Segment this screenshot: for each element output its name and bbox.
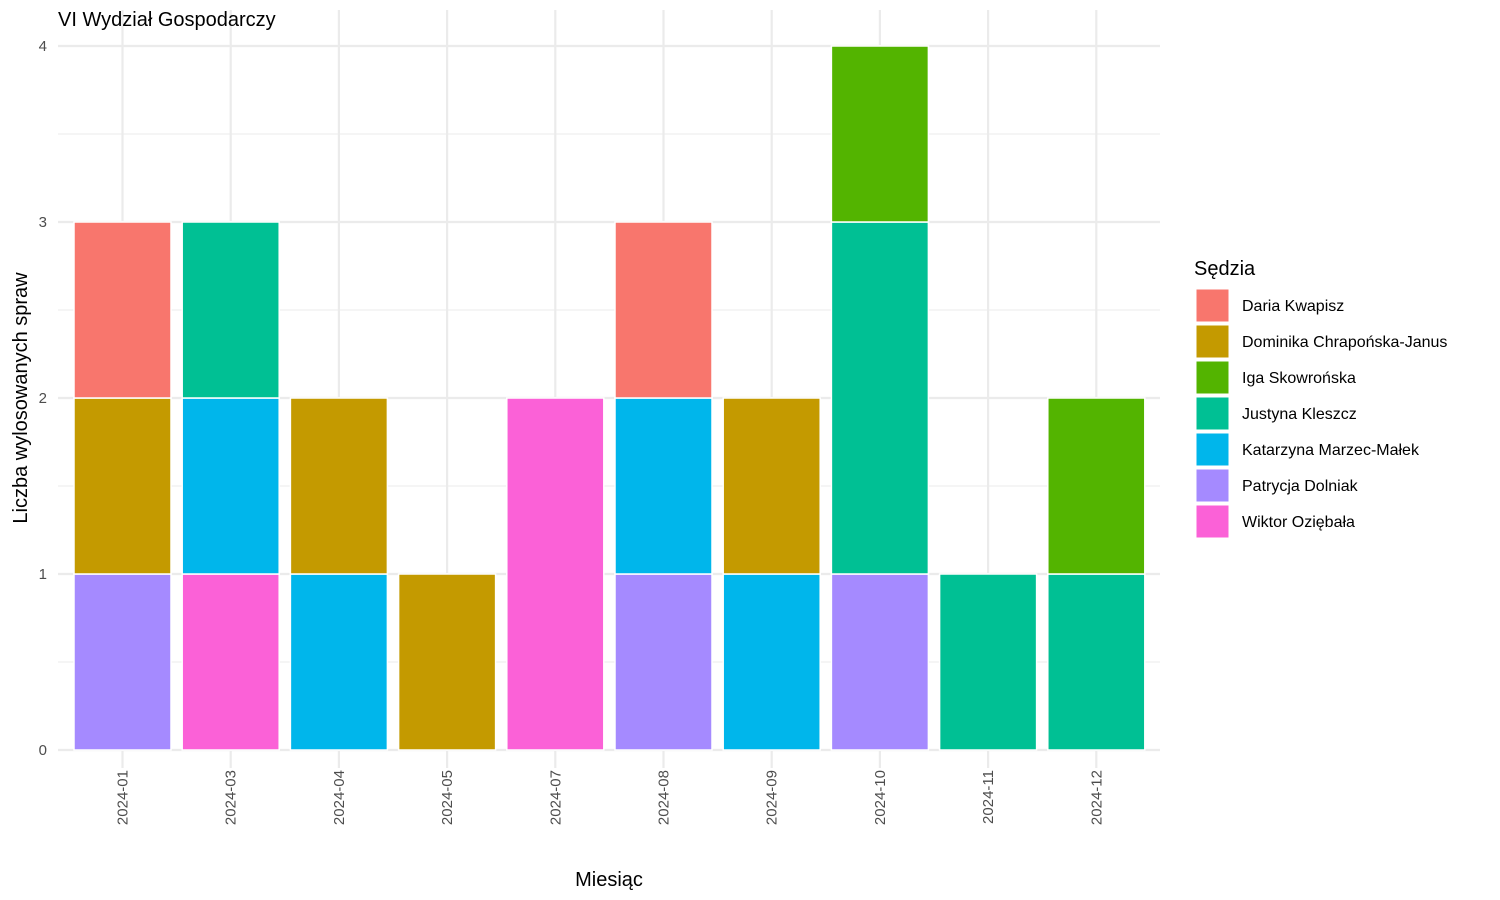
legend-label: Justyna Kleszcz: [1242, 406, 1357, 423]
legend-swatch: [1195, 468, 1230, 503]
bar-segment: Patrycja Dolniak: 1: [830, 573, 930, 751]
legend-label: Wiktor Oziębała: [1242, 514, 1355, 531]
bar-segment: Katarzyna Marzec-Małek: 1: [289, 573, 389, 751]
x-axis-title: Miesiąc: [575, 869, 643, 891]
bar-segment: Patrycja Dolniak: 1: [73, 573, 172, 751]
bar-segment: Katarzyna Marzec-Małek: 1: [614, 397, 713, 575]
x-tick-label: 2024-01: [115, 770, 132, 825]
legend: Sędzia Daria Kwapisz Dominika Chrapońska-…: [1194, 258, 1447, 539]
legend-swatch: [1195, 288, 1230, 323]
bar-segment: Daria Kwapisz: 1: [73, 221, 172, 399]
legend-swatch: [1195, 324, 1230, 359]
x-tick-label: 2024-12: [1088, 770, 1105, 825]
bar-segment: Iga Skowrońska: 1: [830, 45, 930, 223]
legend-label: Katarzyna Marzec-Małek: [1242, 442, 1420, 459]
legend-swatch: [1195, 396, 1230, 431]
bar-segment: Iga Skowrońska: 1: [1047, 397, 1146, 575]
x-tick-label: 2024-05: [439, 770, 456, 825]
bar-segment: Daria Kwapisz: 1: [614, 221, 713, 399]
legend-label: Iga Skowrońska: [1242, 370, 1356, 387]
y-tick-label: 4: [39, 38, 47, 55]
bar-segment: Justyna Kleszcz: 2: [830, 221, 930, 575]
x-tick-label: 2024-10: [872, 770, 889, 825]
legend-label: Dominika Chrapońska-Janus: [1242, 334, 1447, 351]
bar-segment: Dominika Chrapońska-Janus: 1: [289, 397, 389, 575]
x-tick-label: 2024-03: [223, 770, 240, 825]
legend-title: Sędzia: [1194, 258, 1256, 280]
legend-swatch: [1195, 432, 1230, 467]
legend-label: Patrycja Dolniak: [1242, 478, 1359, 495]
x-tick-label: 2024-09: [764, 770, 781, 825]
x-tick-label: 2024-11: [980, 770, 997, 824]
y-tick-label: 3: [39, 214, 47, 231]
bar-segment: Patrycja Dolniak: 1: [614, 573, 713, 751]
y-tick-label: 0: [39, 742, 47, 759]
chart-title: VI Wydział Gospodarczy: [58, 9, 276, 31]
bar-segment: Katarzyna Marzec-Małek: 1: [722, 573, 821, 751]
x-tick-label: 2024-07: [547, 770, 564, 825]
x-tick-label: 2024-08: [656, 770, 673, 825]
bar-segment: Dominika Chrapońska-Janus: 1: [73, 397, 172, 575]
bars: Patrycja Dolniak: 1Dominika Chrapońska-J…: [73, 45, 1146, 751]
bar-segment: Dominika Chrapońska-Janus: 1: [397, 573, 497, 751]
bar-segment: Justyna Kleszcz: 1: [1047, 573, 1146, 751]
y-tick-label: 2: [39, 390, 47, 407]
legend-label: Daria Kwapisz: [1242, 298, 1344, 315]
y-tick-label: 1: [39, 566, 47, 583]
x-tick-label: 2024-04: [331, 770, 348, 825]
bar-segment: Dominika Chrapońska-Janus: 1: [722, 397, 821, 575]
legend-swatch: [1195, 360, 1230, 395]
legend-swatch: [1195, 504, 1230, 539]
bar-segment: Justyna Kleszcz: 1: [181, 221, 280, 399]
y-tick-labels: 0 1 2 3 4: [39, 38, 47, 759]
bar-segment: Wiktor Oziębała: 2: [506, 397, 605, 751]
x-tick-labels: 2024-01 2024-03 2024-04 2024-05 2024-07 2024-…: [115, 770, 1106, 825]
bar-segment: Justyna Kleszcz: 1: [938, 573, 1038, 751]
bar-segment: Katarzyna Marzec-Małek: 1: [181, 397, 280, 575]
y-axis-title: Liczba wylosowanych spraw: [10, 272, 32, 524]
bar-segment: Wiktor Oziębała: 1: [181, 573, 280, 751]
